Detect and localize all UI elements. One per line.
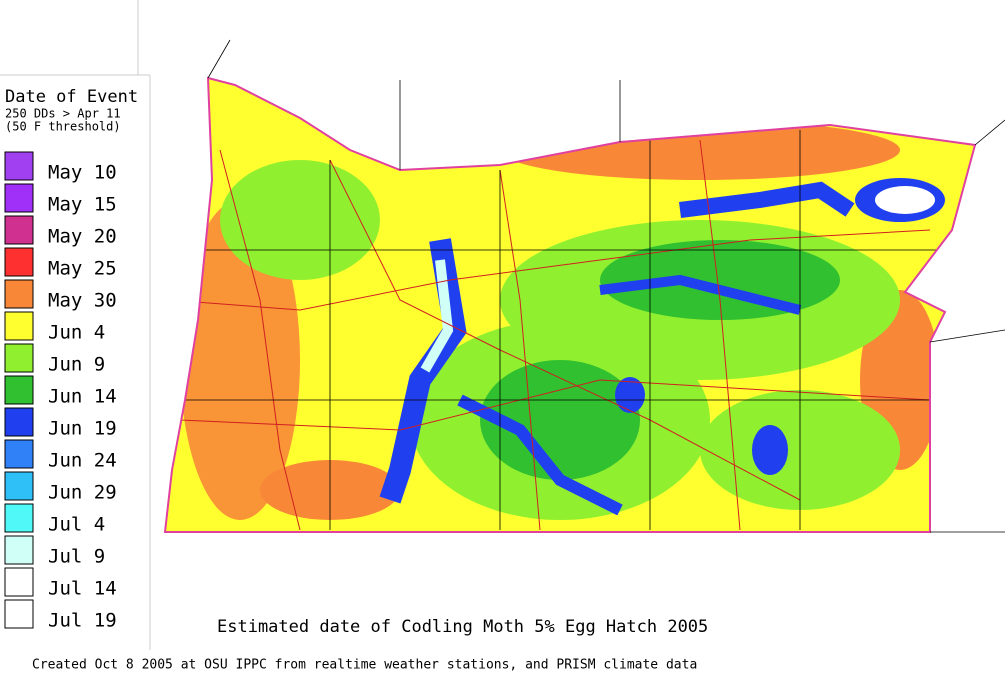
legend-label: Jul 19 [48, 610, 117, 632]
legend: Date of Event 250 DDs > Apr 11 (50 F thr… [0, 0, 151, 650]
legend-label: Jun 24 [48, 450, 117, 472]
map [163, 39, 1005, 533]
legend-title: Date of Event [5, 87, 138, 107]
legend-swatch [4, 183, 34, 213]
legend-subtitle: 250 DDs > Apr 11 [5, 107, 121, 121]
legend-swatch [4, 247, 34, 277]
footer: Created Oct 8 2005 at OSU IPPC from real… [32, 658, 697, 673]
legend-label: May 25 [48, 258, 117, 280]
legend-swatch [4, 375, 34, 405]
legend-label: Jun 9 [48, 354, 105, 376]
legend-label: Jun 19 [48, 418, 117, 440]
legend-label: Jul 14 [48, 578, 117, 600]
legend-swatch [4, 279, 34, 309]
legend-swatch [4, 503, 34, 533]
legend-swatch [4, 215, 34, 245]
legend-label: May 30 [48, 290, 117, 312]
legend-subtitle: (50 F threshold) [5, 120, 121, 134]
legend-swatch [4, 471, 34, 501]
legend-swatch [4, 439, 34, 469]
legend-label: Jul 9 [48, 546, 105, 568]
legend-swatch [4, 599, 34, 629]
legend-swatch [4, 567, 34, 597]
legend-label: Jun 29 [48, 482, 117, 504]
legend-label: May 10 [48, 162, 117, 184]
legend-swatch [4, 151, 34, 181]
legend-label: Jun 4 [48, 322, 105, 344]
legend-label: May 15 [48, 194, 117, 216]
legend-swatch [4, 535, 34, 565]
legend-label: Jul 4 [48, 514, 105, 536]
caption: Estimated date of Codling Moth 5% Egg Ha… [217, 617, 708, 637]
legend-label: Jun 14 [48, 386, 117, 408]
legend-swatch [4, 311, 34, 341]
legend-swatch [4, 407, 34, 437]
legend-swatch [4, 343, 34, 373]
legend-label: May 20 [48, 226, 117, 248]
